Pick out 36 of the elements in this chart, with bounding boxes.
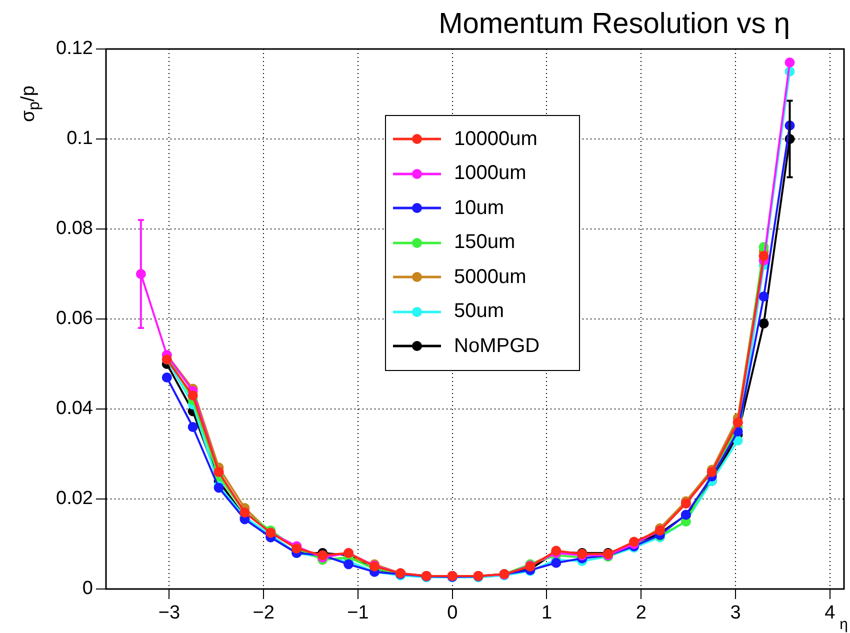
point [344,559,354,570]
x-tick-label: −2 [252,602,274,624]
legend-label: 10000um [454,128,538,151]
legend-label: 50um [454,300,504,324]
point [214,482,224,493]
point [758,292,769,302]
chart-title: Momentum Resolution vs η [438,8,790,41]
legend-label: 150um [454,231,516,254]
x-axis-title: η [840,616,848,633]
point [551,558,562,568]
point [758,318,769,328]
point [732,436,743,446]
y-tick-label: 0.02 [56,488,93,510]
y-tick-label: 0.08 [56,218,93,240]
legend-label: 10um [454,196,504,220]
x-tick-label: 0 [447,602,458,624]
x-tick-label: −1 [347,602,369,624]
y-tick-label: 0.12 [56,38,93,60]
y-tick-label: 0 [82,578,93,600]
legend-label: 1000um [454,162,526,186]
x-tick-label: 4 [824,602,836,624]
point [758,251,769,261]
x-tick-label: 3 [730,602,741,624]
point [188,390,198,400]
x-tick-label: 2 [636,602,646,624]
point [629,536,640,547]
y-tick-label: 0.1 [66,128,93,150]
y-tick-label: 0.06 [56,308,93,330]
point [784,58,795,68]
y-tick-label: 0.04 [56,398,94,420]
point [188,422,198,432]
legend-label: NoMPGD [454,334,540,358]
x-tick-label: −3 [158,602,180,624]
legend-label: 5000um [454,266,526,289]
x-tick-label: 1 [541,602,552,624]
point [162,372,172,382]
